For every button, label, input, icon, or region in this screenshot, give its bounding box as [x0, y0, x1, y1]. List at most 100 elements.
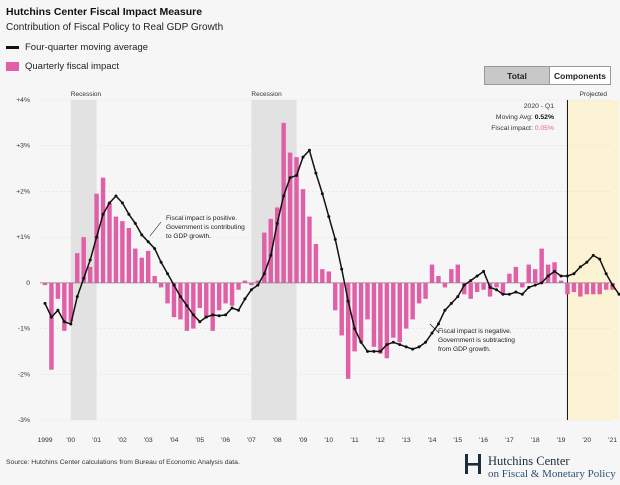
- x-tick-label: '17: [505, 437, 514, 444]
- x-tick-label: '00: [66, 437, 75, 444]
- moving-average-point: [185, 304, 189, 308]
- moving-average-point: [443, 308, 447, 312]
- moving-average-point: [230, 306, 234, 310]
- moving-average-point: [482, 269, 486, 273]
- quarterly-impact-bar: [62, 282, 67, 331]
- negative-annotation-line-1: Fiscal impact is negative.: [438, 328, 512, 335]
- moving-average-point: [366, 349, 369, 353]
- quarterly-impact-bar: [339, 282, 344, 336]
- quarterly-impact-bar: [236, 282, 241, 290]
- quarterly-impact-bar: [487, 282, 493, 297]
- x-tick-label: '19: [557, 437, 566, 444]
- moving-average-point: [385, 343, 389, 347]
- quarterly-impact-bar: [371, 282, 377, 347]
- chart-bands: Recession Recession Projected: [70, 91, 620, 420]
- quarterly-impact-bar: [107, 202, 112, 283]
- projected-band-2: [567, 100, 620, 420]
- y-tick-label: +3%: [16, 143, 30, 150]
- quarterly-impact-bar: [384, 282, 390, 359]
- quarterly-impact-bar: [378, 282, 383, 354]
- quarterly-impact-bar: [597, 282, 602, 295]
- moving-average-point: [578, 265, 582, 269]
- negative-annotation-leader: [429, 323, 440, 334]
- legend-moving-average[interactable]: Four-quarter moving average: [6, 42, 148, 53]
- source-note: Source: Hutchins Center calculations fro…: [6, 459, 240, 466]
- x-tick-label: '18: [531, 437, 540, 444]
- chart-bars: [42, 122, 615, 379]
- quarterly-impact-bar: [113, 216, 119, 283]
- quarterly-impact-bar: [55, 282, 61, 299]
- quarterly-impact-bar: [87, 266, 93, 283]
- legend-quarterly-impact-label: Quarterly fiscal impact: [25, 61, 119, 72]
- moving-average-point: [282, 194, 286, 198]
- y-tick-label: -2%: [18, 371, 30, 378]
- hover-tooltip: 2020 - Q1 Moving Avg: 0.52% Fiscal impac…: [491, 103, 554, 132]
- tooltip-moving-avg-label: Moving Avg:: [496, 114, 533, 121]
- quarterly-impact-bar: [262, 232, 267, 283]
- moving-average-point: [56, 308, 60, 312]
- positive-annotation-leader: [149, 221, 162, 237]
- quarterly-impact-bar: [565, 282, 570, 295]
- components-toggle-button[interactable]: Components: [550, 67, 610, 84]
- y-tick-label: +4%: [16, 97, 30, 104]
- moving-average-point: [462, 283, 466, 287]
- x-tick-label: '21: [608, 437, 617, 444]
- positive-annotation-line-2: Government is contributing: [166, 224, 245, 231]
- moving-average-point: [585, 260, 589, 264]
- moving-average-point: [178, 295, 182, 299]
- moving-average-point: [527, 285, 531, 289]
- moving-average-point: [520, 292, 524, 296]
- x-tick-label: '13: [402, 437, 411, 444]
- moving-average-point: [243, 297, 247, 301]
- quarterly-impact-bar: [274, 207, 280, 283]
- chart-line: [43, 148, 620, 353]
- moving-average-point: [62, 320, 66, 324]
- moving-average-point: [159, 260, 163, 264]
- quarterly-impact-bar: [391, 282, 396, 338]
- moving-average-point: [43, 301, 47, 305]
- x-tick-label: '01: [92, 437, 101, 444]
- moving-average-point: [617, 292, 620, 296]
- quarterly-impact-bar: [584, 282, 590, 295]
- moving-average-point: [572, 272, 576, 276]
- moving-average-point: [301, 155, 305, 159]
- moving-average-point: [217, 314, 221, 318]
- quarterly-impact-bar: [500, 282, 506, 295]
- logo-line-2: on Fiscal & Monetary Policy: [488, 468, 616, 480]
- moving-average-point: [140, 233, 144, 237]
- chart-y-ticks: +4% +3% +2% +1% 0 -1% -2% -3%: [16, 97, 30, 424]
- moving-average-point: [153, 247, 157, 251]
- quarterly-impact-bar: [558, 280, 564, 283]
- total-toggle-button[interactable]: Total: [485, 67, 550, 84]
- moving-average-point: [120, 201, 124, 205]
- quarterly-impact-bar: [204, 282, 209, 318]
- moving-average-point: [127, 212, 131, 216]
- quarterly-impact-bar: [229, 282, 235, 306]
- quarterly-impact-bar: [210, 282, 215, 331]
- quarterly-impact-bar: [300, 189, 306, 283]
- moving-average-point: [69, 322, 73, 326]
- quarterly-impact-bar: [75, 253, 80, 283]
- quarterly-impact-bar: [178, 282, 183, 320]
- moving-average-point: [591, 253, 595, 257]
- moving-average-point: [456, 295, 460, 299]
- quarterly-impact-bar: [320, 269, 325, 283]
- moving-average-point: [430, 331, 434, 335]
- legend-quarterly-impact[interactable]: Quarterly fiscal impact: [6, 61, 119, 72]
- moving-average-point: [501, 292, 505, 296]
- view-toggle: Total Components: [484, 66, 611, 85]
- quarterly-impact-bar: [100, 177, 106, 283]
- moving-average-point: [288, 176, 292, 180]
- positive-annotation-line-3: to GDP growth.: [166, 233, 211, 240]
- moving-average-point: [404, 345, 408, 349]
- y-tick-label: 0: [26, 280, 30, 287]
- quarterly-impact-bar: [365, 282, 370, 320]
- moving-average-point: [256, 283, 260, 287]
- quarterly-impact-bar: [468, 282, 473, 299]
- moving-average-point: [604, 272, 608, 276]
- quarterly-impact-bar: [397, 282, 402, 343]
- moving-average-point: [598, 257, 602, 261]
- quarterly-impact-bar: [126, 228, 132, 283]
- quarterly-impact-bar: [255, 280, 261, 283]
- quarterly-impact-bar: [526, 264, 531, 283]
